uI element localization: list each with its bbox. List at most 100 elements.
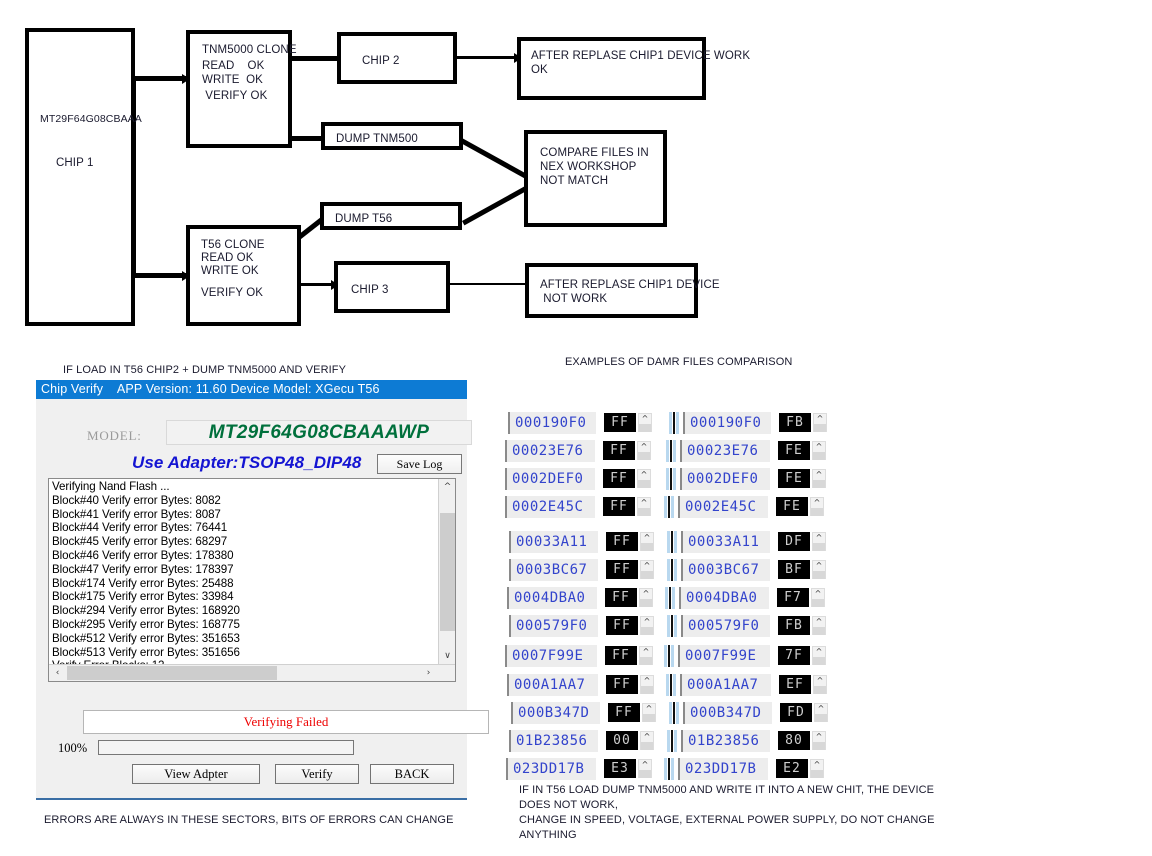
hex-spinner-left-icon[interactable]: ^ <box>640 616 654 635</box>
hex-value-left: FF <box>603 469 635 488</box>
hex-value-left: FF <box>606 532 638 551</box>
connector-chip3-to-after2 <box>450 283 528 285</box>
log-line: Block#46 Verify error Bytes: 178380 <box>52 548 234 562</box>
log-horizontal-scrollbar[interactable]: ‹ › <box>49 664 455 681</box>
hex-pane-divider <box>667 730 677 752</box>
hex-spinner-right-icon[interactable]: ^ <box>810 759 824 778</box>
window-button-row: View Adpter Verify BACK <box>36 764 467 786</box>
flow-box-tnm5000-line-0: TNM5000 CLONE <box>202 44 297 56</box>
connector-t56-to-chip3 <box>299 283 339 286</box>
hex-spinner-left-icon[interactable]: ^ <box>640 675 654 694</box>
back-button[interactable]: BACK <box>370 764 454 784</box>
hex-value-left: FF <box>608 703 640 722</box>
hex-spinner-right-icon[interactable]: ^ <box>812 441 826 460</box>
connector-chip1-to-tnm5000 <box>131 76 189 81</box>
log-line: Verify Error Blocks: 12 <box>52 659 439 665</box>
hex-value-left: 00 <box>606 731 638 750</box>
hex-address-right: 00033A11 <box>681 531 770 553</box>
hex-spinner-left-icon[interactable]: ^ <box>637 469 651 488</box>
hex-spinner-right-icon[interactable]: ^ <box>812 469 826 488</box>
hex-spinner-right-icon[interactable]: ^ <box>813 675 827 694</box>
flow-box-after-replace-work: AFTER REPLASE CHIP1 DEVICE WORK OK <box>517 37 750 100</box>
hex-spinner-right-icon[interactable]: ^ <box>812 532 826 551</box>
hex-address-right: 000579F0 <box>681 615 770 637</box>
hex-spinner-right-icon[interactable]: ^ <box>811 588 825 607</box>
hex-compare-row: 0002DEF0 FF ^ 0002DEF0 FE ^ <box>505 468 905 490</box>
flow-box-tnm5000: TNM5000 CLONE READ OK WRITE OK VERIFY OK <box>186 30 297 148</box>
hex-spinner-right-icon[interactable]: ^ <box>814 703 828 722</box>
hex-spinner-right-icon[interactable]: ^ <box>812 616 826 635</box>
caption-hex-note: EXAMPLES OF DAMR FILES COMPARISON <box>565 356 793 368</box>
scroll-left-icon[interactable]: ‹ <box>55 668 60 678</box>
save-log-button[interactable]: Save Log <box>377 454 462 474</box>
hex-pane-divider <box>665 587 675 609</box>
hex-compare-row: 0007F99E FF ^ 0007F99E 7F ^ <box>505 645 905 667</box>
hex-compare-row: 000B347D FF ^ 000B347D FD ^ <box>505 702 905 724</box>
hex-value-right: 80 <box>778 731 810 750</box>
verify-button[interactable]: Verify <box>275 764 359 784</box>
scroll-down-icon[interactable]: ∨ <box>444 651 451 661</box>
hex-spinner-right-icon[interactable]: ^ <box>812 560 826 579</box>
hex-value-left: FF <box>603 441 635 460</box>
verify-log-list[interactable]: Verifying Nand Flash ... Block#40 Verify… <box>49 479 439 665</box>
hex-value-right: FD <box>780 703 812 722</box>
hex-address-right: 0003BC67 <box>681 559 770 581</box>
hex-value-left: FF <box>603 497 635 516</box>
caption-hex-footer: IF IN T56 LOAD DUMP TNM5000 AND WRITE IT… <box>519 784 935 841</box>
flow-box-dumptnm-line-0: DUMP TNM500 <box>336 133 418 145</box>
log-line: Block#175 Verify error Bytes: 33984 <box>52 590 234 604</box>
flow-box-t56-line-0: T56 CLONE <box>201 239 265 251</box>
hex-spinner-right-icon[interactable]: ^ <box>812 646 826 665</box>
hex-address-right: 01B23856 <box>681 730 770 752</box>
progress-bar <box>98 740 354 755</box>
flow-box-t56-line-2: WRITE OK <box>201 265 259 277</box>
hex-spinner-right-icon[interactable]: ^ <box>810 497 824 516</box>
hex-spinner-right-icon[interactable]: ^ <box>812 731 826 750</box>
hex-compare-row: 00033A11 FF ^ 00033A11 DF ^ <box>505 531 905 553</box>
hex-compare-row: 000579F0 FF ^ 000579F0 FB ^ <box>505 615 905 637</box>
flow-box-compare-line-0: COMPARE FILES IN <box>540 147 649 159</box>
flow-box-compare-line-2: NOT MATCH <box>540 175 609 187</box>
scroll-up-icon[interactable]: ^ <box>443 482 452 492</box>
hex-address-left: 0004DBA0 <box>507 587 597 609</box>
view-adapter-button[interactable]: View Adpter <box>132 764 260 784</box>
hex-value-right: E2 <box>776 759 808 778</box>
hex-spinner-left-icon[interactable]: ^ <box>640 532 654 551</box>
connector-tnm5000-to-dumptnm <box>288 136 326 141</box>
hex-value-left: FF <box>604 413 636 432</box>
chip-verify-window: Chip Verify APP Version: 11.60 Device Mo… <box>36 380 489 800</box>
hex-value-left: FF <box>606 616 638 635</box>
hex-spinner-left-icon[interactable]: ^ <box>640 560 654 579</box>
hex-pane-divider <box>666 674 676 696</box>
flow-box-t56-clone: T56 CLONE READ OK WRITE OK VERIFY OK <box>186 225 301 326</box>
hex-spinner-left-icon[interactable]: ^ <box>640 731 654 750</box>
connector-dumptnm-to-compare <box>459 138 529 180</box>
hex-spinner-left-icon[interactable]: ^ <box>642 703 656 722</box>
scroll-right-icon[interactable]: › <box>426 668 431 678</box>
connector-dumpt56-to-compare <box>462 184 531 226</box>
hex-compare-row: 0002E45C FF ^ 0002E45C FE ^ <box>505 496 905 518</box>
log-vertical-scroll-thumb[interactable] <box>440 513 455 631</box>
hex-spinner-left-icon[interactable]: ^ <box>638 413 652 432</box>
hex-spinner-left-icon[interactable]: ^ <box>637 497 651 516</box>
hex-address-left: 0002E45C <box>505 496 595 518</box>
log-line: Block#47 Verify error Bytes: 178397 <box>52 562 234 576</box>
hex-address-right: 000190F0 <box>683 412 771 434</box>
hex-value-right: FE <box>776 497 808 516</box>
hex-spinner-left-icon[interactable]: ^ <box>637 441 651 460</box>
log-line: Block#44 Verify error Bytes: 76441 <box>52 521 228 535</box>
log-vertical-scrollbar[interactable]: ^ ∨ <box>438 479 455 665</box>
hex-spinner-right-icon[interactable]: ^ <box>813 413 827 432</box>
hex-spinner-left-icon[interactable]: ^ <box>639 646 653 665</box>
hex-spinner-left-icon[interactable]: ^ <box>638 759 652 778</box>
hex-pane-divider <box>666 468 676 490</box>
log-horizontal-scroll-thumb[interactable] <box>67 666 277 680</box>
flow-box-chip1-line-1: CHIP 1 <box>56 157 94 169</box>
hex-compare-row: 0003BC67 FF ^ 0003BC67 BF ^ <box>505 559 905 581</box>
hex-value-left: E3 <box>604 759 636 778</box>
hex-spinner-left-icon[interactable]: ^ <box>639 588 653 607</box>
hex-value-right: DF <box>778 532 810 551</box>
hex-pane-divider <box>667 559 677 581</box>
hex-value-right: FB <box>779 413 811 432</box>
hex-address-right: 000A1AA7 <box>680 674 771 696</box>
